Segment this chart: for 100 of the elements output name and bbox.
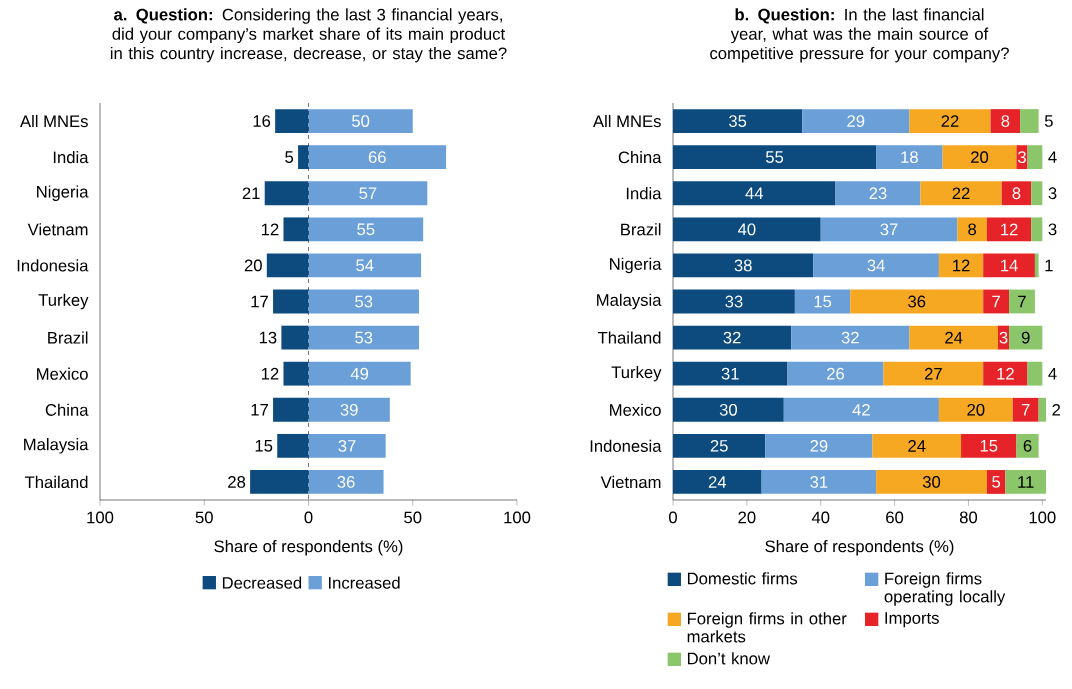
bar [673, 181, 836, 206]
bar [835, 181, 921, 206]
y-tick-label: Indonesia [17, 259, 89, 272]
bar [783, 397, 939, 422]
x-tick-label: 50 [195, 511, 213, 524]
x-tick-label: 0 [304, 511, 313, 524]
bar [813, 253, 939, 278]
bar [673, 217, 821, 242]
y-tick-label: China [45, 403, 89, 416]
y-tick-label: Thailand [24, 475, 88, 489]
data-label: 3 [1017, 151, 1026, 164]
data-label: 7 [1021, 404, 1030, 416]
data-label: 1 [1045, 259, 1053, 272]
data-label: 30 [719, 403, 738, 416]
bar [673, 433, 766, 458]
data-label: 4 [1048, 367, 1057, 380]
y-tick-label: Nigeria [610, 257, 662, 274]
data-label: 15 [255, 440, 273, 452]
legend-label: Imports [885, 612, 939, 628]
data-label: 38 [734, 259, 752, 272]
y-tick-label: Nigeria [37, 185, 89, 201]
x-tick-label: 40 [811, 511, 830, 524]
data-label: 24 [945, 331, 963, 344]
bar [273, 289, 309, 314]
bar [909, 325, 998, 350]
x-tick-label: 20 [738, 511, 756, 524]
data-label: 3 [1048, 187, 1057, 200]
bar [277, 433, 309, 458]
bar [266, 253, 309, 278]
bar [983, 253, 1035, 278]
y-tick-label: Mexico [37, 367, 88, 380]
y-tick-label: Turkey [38, 293, 89, 310]
bar [308, 325, 420, 350]
data-label: 12 [261, 367, 279, 380]
data-label: 23 [869, 187, 887, 200]
bar [308, 145, 447, 170]
bar [1009, 325, 1043, 350]
bar [990, 109, 1021, 133]
bar [883, 361, 984, 386]
data-label: 3 [1048, 223, 1057, 236]
x-tick-label: 50 [404, 511, 422, 524]
data-label: 25 [710, 439, 728, 452]
bar [942, 145, 1017, 170]
x-tick-label: 100 [87, 511, 114, 524]
y-tick-label: Vietnam [600, 475, 661, 489]
data-label: 44 [745, 187, 764, 199]
bar [920, 181, 1002, 206]
data-label: 57 [359, 187, 377, 200]
data-label: 26 [827, 367, 845, 380]
data-label: 21 [242, 187, 260, 200]
bar [872, 433, 962, 458]
data-label: 12 [261, 223, 279, 236]
bar [308, 433, 386, 458]
data-label: 22 [952, 187, 970, 200]
bar [673, 289, 795, 314]
bar [264, 181, 309, 206]
legend-label: Domestic firms [687, 572, 798, 585]
data-label: 13 [259, 331, 277, 344]
y-tick-label: China [618, 151, 662, 164]
bar [1031, 217, 1043, 242]
data-label: 6 [1023, 439, 1032, 452]
data-label: 3 [999, 331, 1008, 344]
bar [961, 433, 1017, 458]
data-label: 5 [992, 476, 1001, 488]
data-label: 33 [725, 295, 743, 308]
x-axis-title: Share of respondents (%) [214, 540, 403, 556]
bar [673, 253, 814, 278]
bar [1009, 289, 1035, 314]
data-label: 30 [922, 476, 941, 488]
x-tick-label: 0 [669, 511, 677, 524]
data-label: 12 [953, 259, 970, 272]
y-tick-label: Indonesia [590, 439, 662, 452]
data-label: 34 [867, 259, 885, 272]
bar [983, 289, 1010, 314]
data-label: 2 [1052, 403, 1061, 416]
bar [820, 217, 958, 242]
legend-label: Decreased [222, 576, 302, 589]
x-tick-label: 100 [504, 511, 531, 524]
bar [876, 470, 987, 494]
bar [1005, 470, 1046, 494]
bar [938, 397, 1013, 422]
data-label: 4 [1048, 151, 1057, 163]
data-label: 39 [340, 403, 358, 416]
data-label: 54 [356, 259, 374, 272]
data-label: 8 [1001, 115, 1010, 127]
x-tick-label: 80 [959, 511, 978, 524]
data-label: 66 [368, 151, 386, 164]
data-label: 7 [992, 295, 1000, 308]
bar [308, 217, 424, 242]
bar [308, 253, 422, 278]
data-label: 53 [355, 295, 373, 308]
data-label: 22 [941, 115, 959, 127]
bar [794, 289, 851, 314]
bar [1012, 397, 1039, 422]
data-label: 5 [1044, 115, 1053, 127]
data-label: 55 [357, 223, 375, 236]
bar [298, 145, 309, 170]
bar [791, 325, 910, 350]
bar [281, 325, 309, 350]
y-tick-label: Thailand [597, 331, 661, 344]
